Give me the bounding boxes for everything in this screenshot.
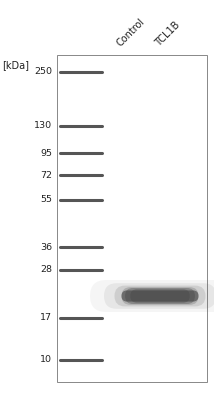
Text: TCL1B: TCL1B (153, 20, 181, 48)
Text: 72: 72 (40, 170, 52, 180)
Text: 28: 28 (40, 266, 52, 274)
FancyBboxPatch shape (122, 287, 199, 305)
Text: [kDa]: [kDa] (2, 60, 29, 70)
Text: 10: 10 (40, 356, 52, 364)
Text: 36: 36 (40, 242, 52, 252)
FancyBboxPatch shape (122, 290, 199, 302)
Text: 250: 250 (34, 68, 52, 76)
FancyBboxPatch shape (125, 288, 195, 304)
Text: 55: 55 (40, 196, 52, 204)
FancyBboxPatch shape (104, 283, 214, 309)
Text: Control: Control (115, 16, 147, 48)
FancyBboxPatch shape (90, 280, 214, 312)
Text: 130: 130 (34, 122, 52, 130)
Bar (57, 55, 207, 382)
Text: 95: 95 (40, 148, 52, 158)
Text: 17: 17 (40, 314, 52, 322)
FancyBboxPatch shape (130, 289, 190, 303)
FancyBboxPatch shape (114, 286, 205, 306)
